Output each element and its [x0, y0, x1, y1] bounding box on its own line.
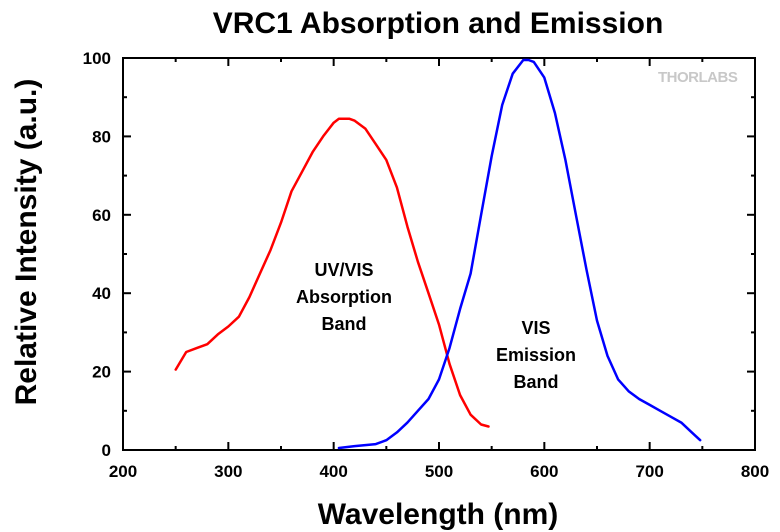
absorption-line — [174, 117, 490, 428]
tick-labels: 200 300 400 500 600 700 800 0 20 40 60 80 100 — [83, 49, 770, 481]
y-tick-label: 40 — [92, 284, 111, 303]
x-tick-label: 200 — [109, 462, 137, 481]
thorlabs-logo: THORLABS — [658, 69, 738, 86]
annotation-line: Emission — [496, 345, 576, 365]
annotation-line: Band — [514, 372, 559, 392]
annotations: UV/VIS Absorption Band VIS Emission Band — [296, 260, 576, 392]
emission-line — [337, 58, 702, 450]
x-tick-label: 600 — [530, 462, 558, 481]
emission-band-label: VIS Emission Band — [496, 318, 576, 392]
x-axis-label: Wavelength (nm) — [318, 498, 559, 531]
y-tick-label: 60 — [92, 206, 111, 225]
annotation-line: VIS — [521, 318, 550, 338]
absorption-band-label: UV/VIS Absorption Band — [296, 260, 392, 334]
annotation-line: Band — [322, 314, 367, 334]
axis-ticks — [122, 57, 756, 451]
x-tick-label: 700 — [635, 462, 663, 481]
x-tick-label: 300 — [214, 462, 242, 481]
y-tick-label: 20 — [92, 363, 111, 382]
series-layer — [174, 58, 702, 450]
annotation-line: UV/VIS — [314, 260, 373, 280]
y-tick-label: 80 — [92, 127, 111, 146]
y-tick-label: 0 — [102, 441, 111, 460]
x-tick-label: 500 — [425, 462, 453, 481]
chart-title: VRC1 Absorption and Emission — [213, 7, 664, 40]
x-tick-label: 800 — [741, 462, 769, 481]
y-tick-label: 100 — [83, 49, 111, 68]
x-tick-label: 400 — [319, 462, 347, 481]
y-axis-label: Relative Intensity (a.u.) — [10, 79, 43, 406]
plot-frame — [122, 57, 756, 451]
annotation-line: Absorption — [296, 287, 392, 307]
